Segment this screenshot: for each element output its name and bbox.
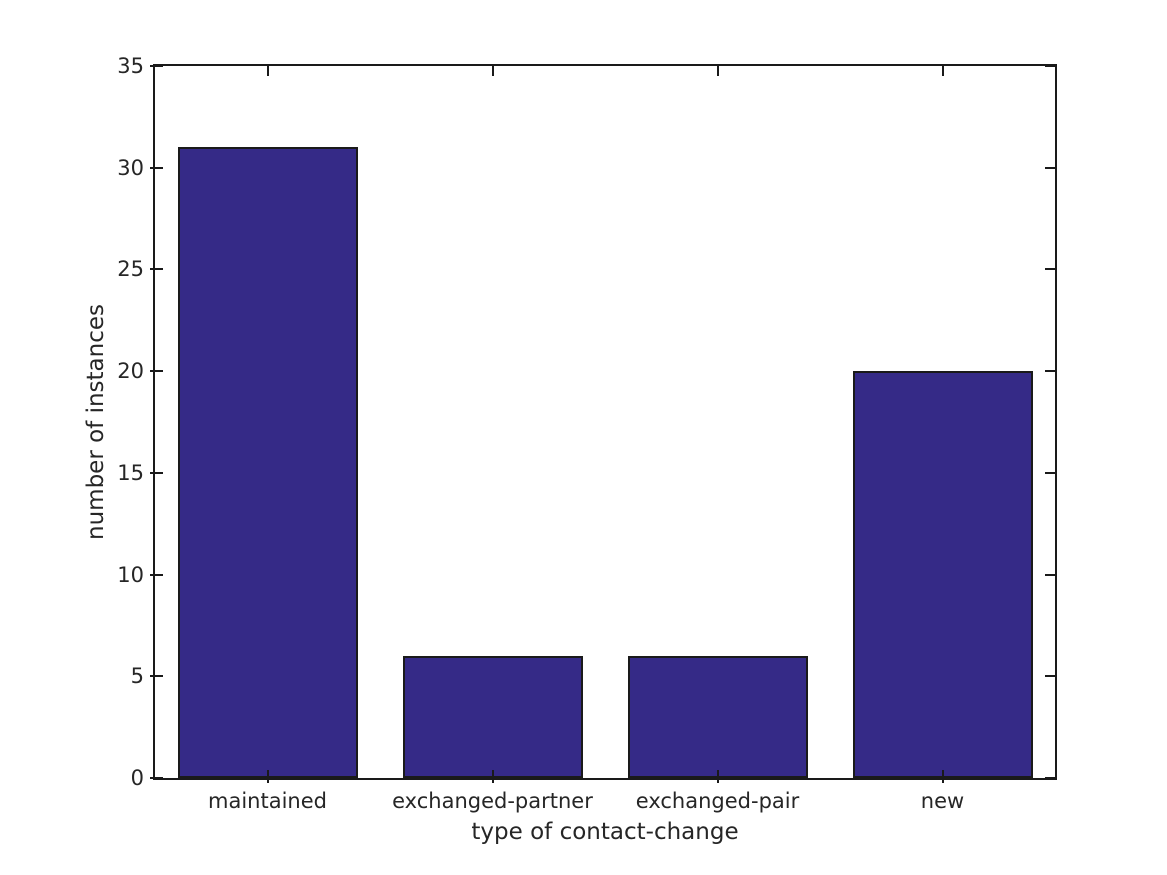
y-tick-left-5 bbox=[150, 675, 163, 678]
y-tick-label-20: 20 bbox=[117, 359, 144, 384]
y-tick-right-20 bbox=[1045, 370, 1055, 373]
y-tick-left-30 bbox=[150, 166, 163, 169]
y-tick-right-15 bbox=[1045, 471, 1055, 474]
x-tick-bottom-new bbox=[941, 770, 944, 783]
x-tick-top-new bbox=[941, 66, 944, 76]
y-tick-right-0 bbox=[1045, 777, 1055, 779]
bar-new bbox=[852, 371, 1033, 778]
y-tick-right-10 bbox=[1045, 573, 1055, 576]
y-tick-right-35 bbox=[1045, 65, 1055, 67]
y-tick-left-20 bbox=[150, 370, 163, 373]
y-tick-label-35: 35 bbox=[117, 54, 144, 78]
x-tick-label-maintained: maintained bbox=[208, 789, 327, 813]
x-tick-bottom-exchanged-partner bbox=[491, 770, 494, 783]
y-tick-right-25 bbox=[1045, 268, 1055, 271]
x-tick-label-exchanged-pair: exchanged-pair bbox=[635, 789, 800, 813]
x-tick-bottom-exchanged-pair bbox=[716, 770, 719, 783]
x-tick-label-new: new bbox=[920, 789, 965, 813]
bar-exchanged-pair bbox=[627, 655, 808, 778]
x-tick-label-exchanged-partner: exchanged-partner bbox=[392, 789, 593, 813]
y-tick-right-30 bbox=[1045, 166, 1055, 169]
x-axis-label: type of contact-change bbox=[471, 819, 739, 845]
x-tick-top-exchanged-pair bbox=[716, 66, 719, 76]
x-tick-top-maintained bbox=[266, 66, 269, 76]
x-tick-top-exchanged-partner bbox=[491, 66, 494, 76]
bar-maintained bbox=[177, 147, 358, 778]
x-tick-bottom-maintained bbox=[266, 770, 269, 783]
plot-area bbox=[150, 64, 1057, 783]
y-tick-left-25 bbox=[150, 268, 163, 271]
y-tick-left-15 bbox=[150, 471, 163, 474]
y-tick-label-10: 10 bbox=[117, 562, 144, 587]
y-axis-label: number of instances bbox=[83, 304, 110, 540]
y-tick-right-5 bbox=[1045, 675, 1055, 678]
bar-exchanged-partner bbox=[402, 655, 583, 778]
y-tick-label-5: 5 bbox=[130, 664, 144, 689]
y-tick-label-25: 25 bbox=[117, 257, 144, 282]
y-tick-label-0: 0 bbox=[130, 766, 144, 790]
y-tick-label-15: 15 bbox=[117, 460, 144, 485]
y-tick-label-30: 30 bbox=[117, 155, 144, 180]
y-tick-left-10 bbox=[150, 573, 163, 576]
y-tick-left-35 bbox=[150, 65, 163, 67]
y-tick-left-0 bbox=[150, 777, 163, 779]
